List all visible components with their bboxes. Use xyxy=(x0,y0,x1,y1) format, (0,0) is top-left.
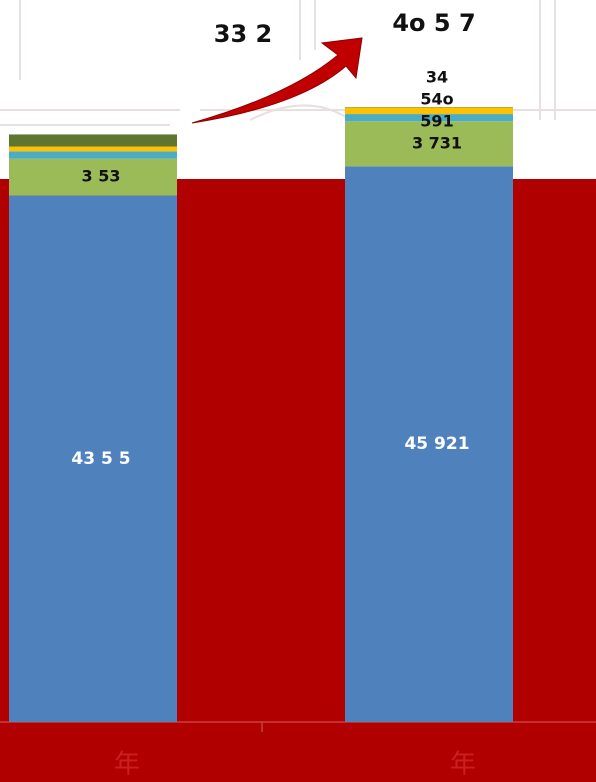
value-label: 45 921 xyxy=(404,434,469,454)
bar-segment xyxy=(345,107,513,115)
total-annotation: 4o 5 7 xyxy=(392,9,475,37)
bar-segment xyxy=(9,195,177,723)
total-annotation: 33 2 xyxy=(214,20,272,48)
growth-arrow xyxy=(191,37,363,124)
bar-segment xyxy=(9,134,177,147)
value-label: 3 731 xyxy=(412,133,462,152)
bar-segment xyxy=(9,146,177,152)
x-tick-label: 年 xyxy=(114,750,140,780)
bar-segment xyxy=(9,158,177,196)
bar-segment xyxy=(9,151,177,159)
x-tick-label: 年 xyxy=(450,750,476,780)
bar-segment xyxy=(345,121,513,167)
value-label: 43 5 5 xyxy=(71,449,130,469)
value-label: 591 xyxy=(420,111,453,130)
bar-segment xyxy=(345,166,513,722)
value-label: 34 xyxy=(426,67,448,86)
value-label: 54o xyxy=(420,89,453,108)
bar-segment xyxy=(345,114,513,122)
value-label: 3 53 xyxy=(82,167,121,186)
